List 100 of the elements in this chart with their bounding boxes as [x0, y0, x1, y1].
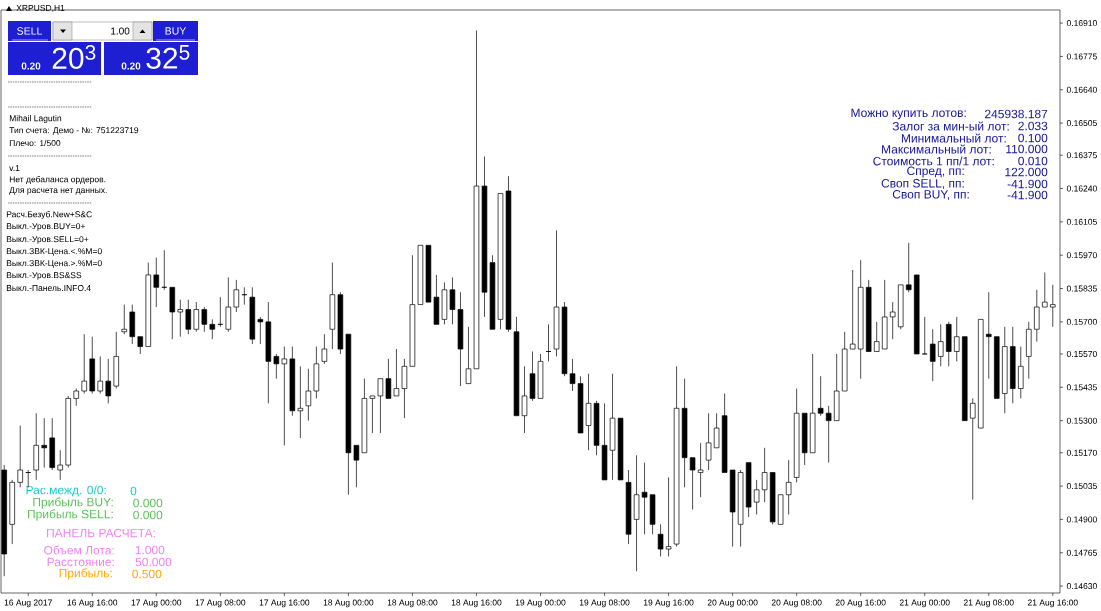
candlestick [697, 442, 704, 498]
x-tick-label: 17 Aug 16:00 [259, 599, 310, 608]
candlestick [713, 412, 720, 449]
annotation: -41.900 [1007, 190, 1048, 200]
candlestick [201, 306, 208, 333]
annotation: 245938.187 [985, 109, 1048, 119]
candlestick [313, 346, 320, 399]
annotation: BUY [165, 27, 187, 35]
annotation: 32$^{5}$ [146, 45, 190, 69]
x-tick-label: 17 Aug 08:00 [195, 599, 246, 608]
y-tick-label: 0.15300 [1066, 417, 1097, 424]
candlestick [801, 412, 808, 466]
candlestick [353, 444, 360, 488]
candlestick [9, 479, 15, 545]
candlestick [209, 319, 216, 340]
annotation: 0.20 [21, 62, 41, 70]
candlestick [401, 358, 408, 419]
candlestick [705, 412, 712, 471]
candlestick [193, 301, 200, 333]
candlestick [33, 412, 39, 481]
candlestick [873, 321, 880, 352]
candlestick [986, 291, 992, 380]
annotation: 122.000 [1005, 167, 1048, 177]
y-tick-label: 0.16105 [1066, 218, 1097, 225]
candlestick [409, 254, 416, 367]
annotation: Рас.межд. 0/0: [26, 485, 106, 497]
annotation: Максимальный лот: [882, 144, 991, 154]
candlestick [137, 336, 144, 355]
candlestick [337, 291, 344, 355]
candlestick [225, 277, 232, 333]
x-tick-label: 21 Aug 00:00 [899, 599, 950, 608]
annotation: 0.000 [133, 510, 163, 520]
x-tick-label: 16 Aug 2017 [4, 599, 52, 608]
candlestick [281, 346, 288, 446]
annotation: Прибыль BUY: [33, 497, 113, 509]
annotation: 1.00 [111, 27, 130, 35]
candlestick [153, 257, 160, 308]
candlestick [937, 323, 944, 367]
annotation: Стоимость 1 пп/1 лот: [873, 156, 994, 166]
y-tick-label: 0.16375 [1066, 152, 1097, 159]
annotation: 110.000 [1006, 144, 1048, 154]
x-tick-label: 20 Aug 00:00 [707, 599, 758, 608]
candlestick [633, 454, 640, 572]
candlestick [129, 304, 136, 345]
annotation: Спред, пп: [907, 166, 964, 178]
x-tick-label: 18 Aug 16:00 [451, 599, 502, 608]
x-tick-label: 21 Aug 16:00 [1027, 599, 1078, 608]
candlestick [881, 279, 888, 350]
y-tick-label: 0.14765 [1066, 549, 1097, 556]
candlestick [817, 375, 824, 417]
annotation: v.1 [9, 165, 20, 171]
y-tick-label: 0.14630 [1066, 583, 1097, 590]
annotation: Плечо: 1/500 [9, 139, 61, 147]
candlestick [345, 333, 352, 496]
y-tick-label: 0.16240 [1066, 185, 1097, 192]
y-tick-label: 0.15700 [1066, 318, 1097, 325]
candlestick [97, 356, 104, 394]
annotation: 20$^{3}$ [52, 45, 96, 69]
x-tick-label: 20 Aug 16:00 [835, 599, 886, 608]
candlestick [953, 316, 960, 362]
annotation: 0.010 [1018, 156, 1048, 166]
candlestick [785, 459, 792, 515]
candlestick [145, 262, 152, 347]
candlestick [1050, 284, 1056, 328]
x-tick-label: 19 Aug 08:00 [579, 599, 630, 608]
annotation: Залог за мин-ый лот: [892, 121, 1009, 131]
candlestick [377, 378, 384, 434]
y-tick-label: 0.14900 [1066, 516, 1097, 523]
y-tick-label: 0.16775 [1066, 53, 1097, 60]
annotation: Своп BUY, пп: [892, 190, 969, 200]
candlestick [889, 301, 896, 340]
candlestick [681, 378, 688, 488]
candlestick [905, 242, 912, 293]
candlestick [385, 358, 392, 399]
candlestick [857, 259, 864, 380]
candlestick [1018, 346, 1024, 399]
candlestick [369, 395, 376, 434]
annotation: Выкл.ЗВК-Цена.<.%M=0 [6, 248, 102, 256]
annotation: Выкл.-Уров.BS&SS [6, 272, 82, 280]
y-tick-label: 0.16505 [1066, 120, 1097, 127]
candlestick [273, 353, 280, 380]
y-tick-label: 0.15970 [1066, 252, 1097, 259]
candlestick [89, 336, 95, 394]
annotation: 50.000 [135, 557, 172, 567]
annotation: Объем Лота: [44, 545, 114, 555]
candlestick [970, 398, 976, 501]
candlestick [929, 328, 936, 382]
annotation: Прибыль: [59, 568, 112, 580]
candlestick [825, 405, 832, 463]
annotation: Прибыль SELL: [28, 509, 113, 521]
x-tick-label: 17 Aug 00:00 [131, 599, 182, 608]
annotation: Расстояние: [47, 557, 114, 567]
candlestick [41, 417, 47, 468]
annotation: 0.000 [133, 498, 163, 508]
candlestick [841, 331, 848, 392]
candlestick [297, 365, 304, 439]
y-tick-label: 0.16640 [1066, 86, 1097, 93]
annotation: 0.20 [121, 62, 141, 70]
y-tick-label: 0.15835 [1066, 285, 1097, 292]
candlestick [1042, 272, 1048, 308]
